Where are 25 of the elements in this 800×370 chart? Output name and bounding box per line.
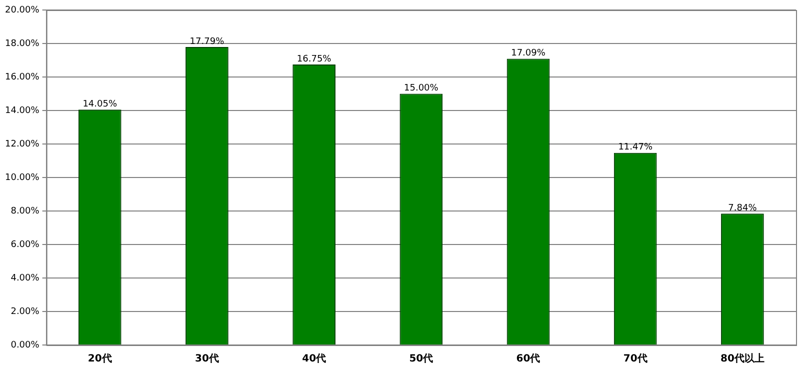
- x-tick-label: 60代: [516, 352, 540, 365]
- y-tick-label: 6.00%: [10, 240, 40, 250]
- y-tick-label: 0.00%: [10, 340, 40, 350]
- x-tick-label: 20代: [88, 352, 112, 365]
- x-tick-label: 50代: [409, 352, 434, 365]
- y-tick-label: 8.00%: [10, 206, 40, 216]
- y-tick-label: 10.00%: [4, 172, 40, 183]
- y-tick-label: 4.00%: [10, 273, 40, 284]
- data-label: 15.00%: [404, 84, 439, 94]
- data-label: 11.47%: [618, 142, 653, 153]
- y-tick-label: 2.00%: [10, 306, 40, 317]
- y-tick-label: 18.00%: [4, 38, 40, 49]
- data-label: 17.79%: [190, 36, 225, 47]
- y-tick-label: 20.00%: [4, 5, 40, 16]
- x-tick-label: 80代以上: [720, 352, 764, 365]
- x-tick-label: 70代: [623, 352, 648, 365]
- data-label: 17.09%: [511, 48, 546, 59]
- y-tick-label: 16.00%: [4, 72, 40, 82]
- x-tick-label: 30代: [195, 352, 219, 365]
- data-label: 16.75%: [296, 54, 332, 64]
- x-tick-label: 40代: [302, 352, 326, 365]
- data-label: 14.05%: [82, 100, 118, 110]
- data-label: 7.84%: [728, 204, 758, 214]
- y-tick-label: 12.00%: [4, 139, 40, 150]
- y-tick-label: 14.00%: [4, 106, 40, 116]
